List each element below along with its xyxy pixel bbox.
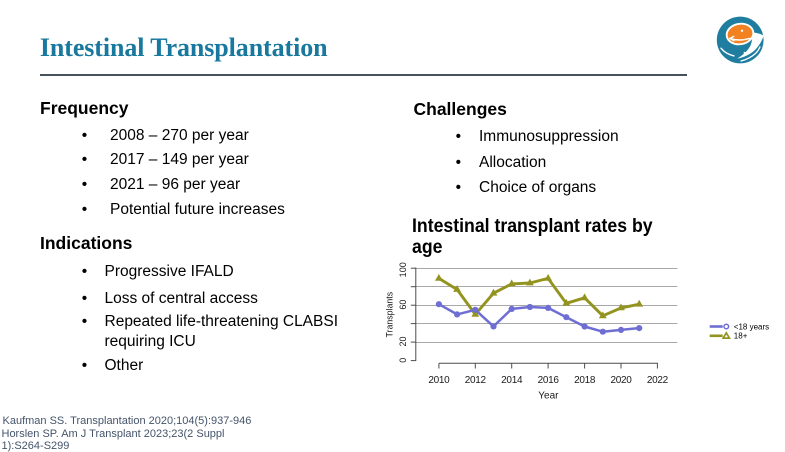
svg-text:2012: 2012 xyxy=(465,375,487,386)
svg-text:2018: 2018 xyxy=(574,375,596,386)
svg-text:2016: 2016 xyxy=(538,375,560,386)
svg-text:2010: 2010 xyxy=(428,375,450,386)
svg-text:100: 100 xyxy=(398,262,408,277)
svg-text:Year: Year xyxy=(538,391,559,402)
svg-text:60: 60 xyxy=(398,300,408,310)
svg-text:18+: 18+ xyxy=(734,332,748,341)
svg-text:0: 0 xyxy=(398,358,408,363)
svg-text:2020: 2020 xyxy=(610,375,632,386)
svg-text:2014: 2014 xyxy=(501,375,523,386)
svg-text:<18 years: <18 years xyxy=(734,322,769,331)
svg-text:2022: 2022 xyxy=(647,375,669,386)
svg-text:Transplants: Transplants xyxy=(385,291,395,337)
svg-text:20: 20 xyxy=(398,336,408,346)
